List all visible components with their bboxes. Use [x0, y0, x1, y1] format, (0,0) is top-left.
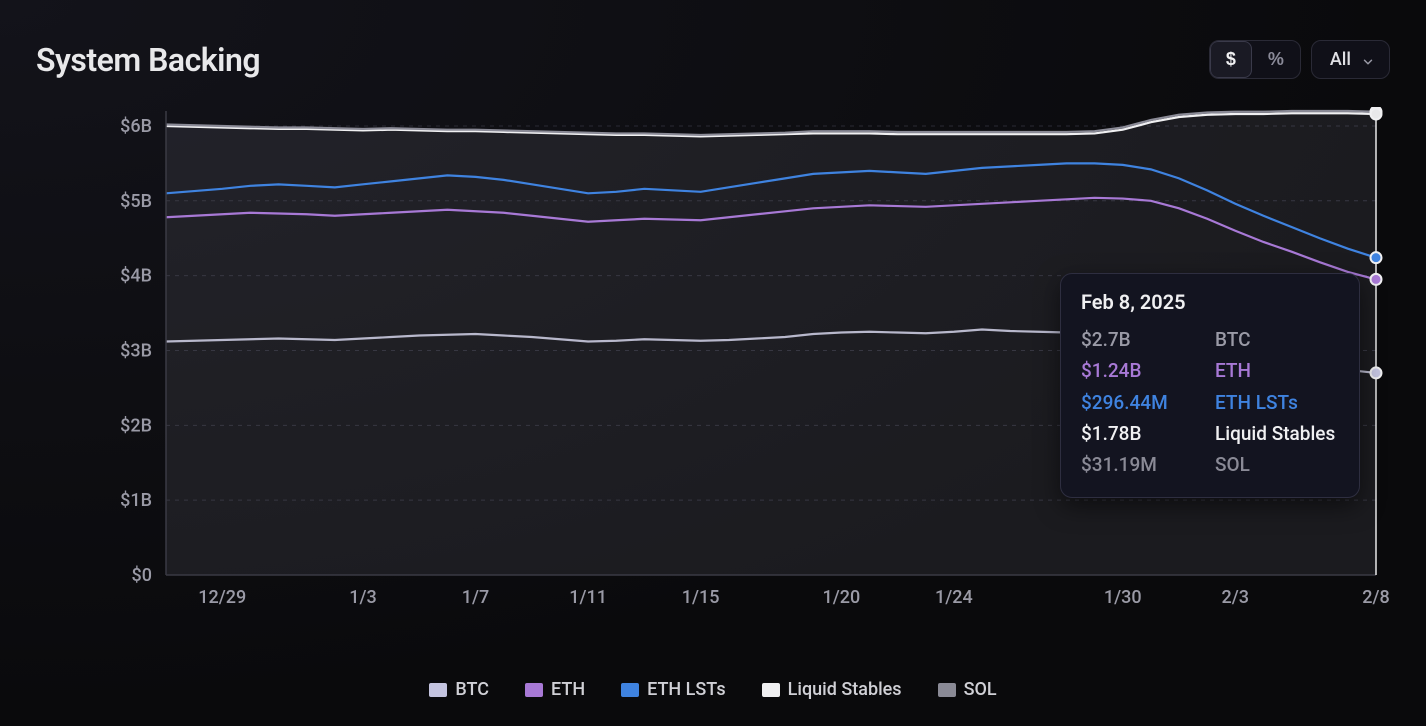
tooltip-row: $31.19M SOL	[1081, 449, 1339, 480]
tooltip-label: BTC	[1215, 324, 1250, 355]
tooltip-label: ETH	[1215, 355, 1251, 386]
svg-text:1/11: 1/11	[569, 587, 607, 608]
svg-text:$3B: $3B	[120, 340, 152, 361]
svg-text:$0: $0	[132, 565, 152, 586]
svg-text:1/30: 1/30	[1104, 587, 1142, 608]
legend-swatch	[621, 683, 639, 697]
svg-text:$6B: $6B	[120, 116, 152, 137]
chart-legend: BTC ETH ETH LSTs Liquid Stables SOL	[36, 679, 1390, 700]
tooltip-value: $1.78B	[1081, 418, 1191, 449]
chart-tooltip: Feb 8, 2025 $2.7B BTC $1.24B ETH $296.44M ETH…	[1060, 273, 1360, 498]
legend-swatch	[762, 683, 780, 697]
svg-text:12/29: 12/29	[198, 587, 246, 608]
tooltip-value: $1.24B	[1081, 355, 1191, 386]
svg-text:$5B: $5B	[120, 191, 152, 212]
tooltip-date: Feb 8, 2025	[1081, 290, 1339, 314]
tooltip-row: $2.7B BTC	[1081, 324, 1339, 355]
legend-label: ETH	[551, 679, 585, 700]
legend-item-liquid_stables[interactable]: Liquid Stables	[762, 679, 902, 700]
system-backing-panel: System Backing $ % All $0 $1B $2B $3B $4B $5B…	[0, 0, 1426, 726]
legend-label: SOL	[964, 679, 997, 700]
timerange-dropdown[interactable]: All	[1311, 40, 1390, 79]
svg-text:1/3: 1/3	[349, 587, 376, 608]
svg-text:$1B: $1B	[120, 490, 152, 511]
toggle-dollar-button[interactable]: $	[1210, 41, 1252, 78]
legend-label: BTC	[455, 679, 489, 700]
tooltip-label: Liquid Stables	[1215, 418, 1335, 449]
svg-text:1/20: 1/20	[822, 587, 860, 608]
legend-label: ETH LSTs	[647, 679, 726, 700]
tooltip-value: $296.44M	[1081, 387, 1191, 418]
panel-controls: $ % All	[1209, 40, 1390, 79]
svg-text:1/15: 1/15	[682, 587, 720, 608]
legend-swatch	[938, 683, 956, 697]
tooltip-label: ETH LSTs	[1215, 387, 1298, 418]
svg-text:$4B: $4B	[120, 266, 152, 287]
svg-text:1/7: 1/7	[462, 587, 489, 608]
tooltip-row: $1.78B Liquid Stables	[1081, 418, 1339, 449]
svg-text:$2B: $2B	[120, 415, 152, 436]
panel-header: System Backing $ % All	[36, 40, 1390, 79]
legend-swatch	[525, 683, 543, 697]
svg-text:1/24: 1/24	[935, 587, 973, 608]
unit-toggle-group: $ %	[1209, 40, 1301, 79]
tooltip-value: $2.7B	[1081, 324, 1191, 355]
legend-item-eth[interactable]: ETH	[525, 679, 585, 700]
legend-swatch	[429, 683, 447, 697]
tooltip-label: SOL	[1215, 449, 1250, 480]
tooltip-row: $296.44M ETH LSTs	[1081, 387, 1339, 418]
tooltip-body: $2.7B BTC $1.24B ETH $296.44M ETH LSTs $1.78B L…	[1081, 324, 1339, 481]
legend-item-eth_lsts[interactable]: ETH LSTs	[621, 679, 726, 700]
tooltip-value: $31.19M	[1081, 449, 1191, 480]
legend-label: Liquid Stables	[788, 679, 902, 700]
panel-title: System Backing	[36, 41, 260, 79]
legend-item-btc[interactable]: BTC	[429, 679, 489, 700]
toggle-percent-button[interactable]: %	[1252, 41, 1300, 78]
legend-item-sol[interactable]: SOL	[938, 679, 997, 700]
chart-container: $0 $1B $2B $3B $4B $5B $6B 12/29 1/3 1/7 1/11 1/15 1…	[36, 107, 1390, 667]
chevron-down-icon	[1361, 53, 1375, 67]
timerange-label: All	[1330, 49, 1351, 70]
svg-text:2/3: 2/3	[1222, 587, 1249, 608]
tooltip-row: $1.24B ETH	[1081, 355, 1339, 386]
svg-text:2/8: 2/8	[1362, 587, 1389, 608]
